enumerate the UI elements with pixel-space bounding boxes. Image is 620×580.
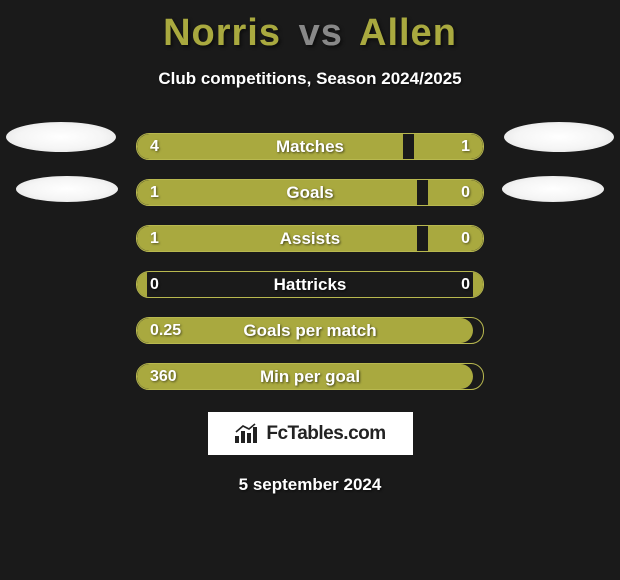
stat-row: 00Hattricks	[0, 271, 620, 298]
bar-track	[136, 133, 484, 160]
bar-left-fill	[137, 226, 417, 251]
bar-track	[136, 179, 484, 206]
stat-row: 10Assists	[0, 225, 620, 252]
stat-row: 10Goals	[0, 179, 620, 206]
stat-left-value: 360	[150, 363, 177, 390]
bar-right-fill	[414, 134, 483, 159]
stat-right-value: 0	[461, 271, 470, 298]
chart-icon	[234, 423, 260, 445]
footer-brand-text: FcTables.com	[266, 423, 385, 445]
stat-left-value: 0	[150, 271, 159, 298]
bar-track	[136, 271, 484, 298]
bar-left-fill	[137, 134, 403, 159]
stat-left-value: 1	[150, 225, 159, 252]
date-text: 5 september 2024	[0, 475, 620, 495]
bar-right-fill	[428, 180, 483, 205]
stat-left-value: 4	[150, 133, 159, 160]
stat-right-value: 0	[461, 225, 470, 252]
comparison-title: Norris vs Allen	[0, 0, 620, 55]
stat-row: 360Min per goal	[0, 363, 620, 390]
footer-logo: FcTables.com	[208, 412, 413, 455]
stat-left-value: 0.25	[150, 317, 181, 344]
bar-track	[136, 317, 484, 344]
stats-rows: 41Matches10Goals10Assists00Hattricks0.25…	[0, 133, 620, 390]
vs-text: vs	[299, 12, 343, 54]
bar-left-fill	[137, 364, 473, 389]
player1-name: Norris	[163, 12, 281, 54]
stat-row: 41Matches	[0, 133, 620, 160]
bar-left-fill	[137, 180, 417, 205]
stat-left-value: 1	[150, 179, 159, 206]
bar-track	[136, 225, 484, 252]
bar-left-fill	[137, 318, 473, 343]
bar-left-fill	[137, 272, 147, 297]
stat-right-value: 1	[461, 133, 470, 160]
bar-right-fill	[428, 226, 483, 251]
bar-right-fill	[473, 272, 483, 297]
bar-track	[136, 363, 484, 390]
stat-right-value: 0	[461, 179, 470, 206]
subtitle: Club competitions, Season 2024/2025	[0, 69, 620, 89]
stat-row: 0.25Goals per match	[0, 317, 620, 344]
player2-name: Allen	[359, 12, 457, 54]
